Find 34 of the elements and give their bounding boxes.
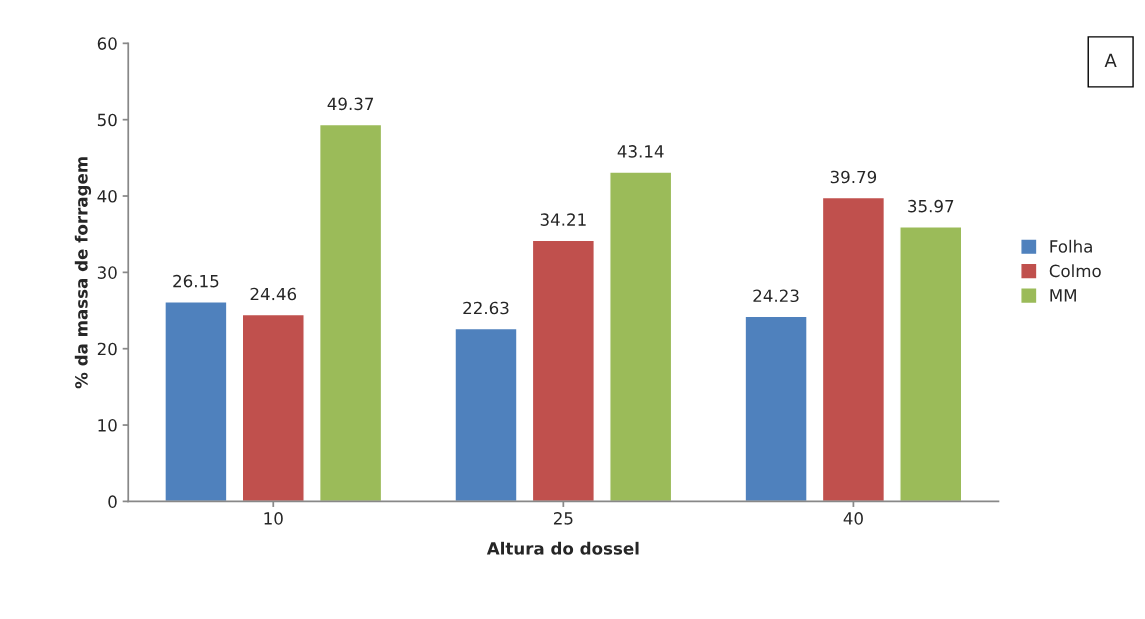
bar (164, 301, 228, 502)
legend-label: Colmo (1049, 264, 1101, 278)
bar (318, 123, 383, 502)
data-label: 35.97 (908, 199, 954, 213)
bar (744, 315, 808, 502)
bar (241, 313, 305, 502)
y-tick-label: 40 (97, 189, 117, 203)
y-tick-label: 10 (98, 419, 117, 432)
legend-label: MM (1050, 289, 1076, 302)
text: A (1104, 53, 1117, 67)
x-tick-label: 25 (553, 512, 573, 525)
y-tick-label: 30 (97, 266, 117, 279)
bar (821, 196, 886, 502)
bar (531, 239, 595, 502)
bar (454, 327, 518, 502)
legend-label: Folha (1050, 239, 1092, 253)
y-tick-label: 20 (97, 342, 117, 356)
bar (609, 171, 673, 502)
data-label: 49.37 (327, 97, 374, 111)
y-tick-label: 50 (97, 113, 117, 127)
y-tick-label: 60 (97, 37, 117, 50)
data-label: 24.46 (250, 287, 297, 301)
data-label: 34.21 (540, 213, 586, 226)
data-label: 39.79 (830, 170, 877, 184)
y-tick-label: 0 (108, 495, 117, 508)
data-label: 43.14 (617, 145, 664, 158)
y-axis-title: % da massa de forragem (74, 157, 92, 389)
x-tick-label: 10 (264, 512, 283, 525)
data-label: 26.15 (173, 274, 219, 288)
bar (899, 226, 963, 502)
x-tick-label: 40 (843, 512, 863, 525)
x-axis-title: Altura do dossel (486, 541, 639, 555)
data-label: 22.63 (463, 301, 509, 315)
data-label: 24.23 (753, 289, 799, 303)
